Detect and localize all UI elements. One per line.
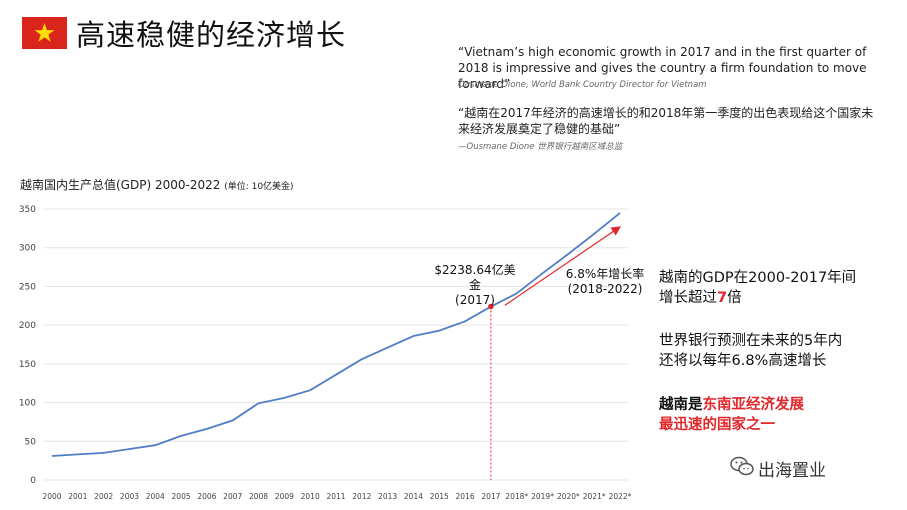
annotation-growth-rate: 6.8%年增长率 <box>565 267 645 281</box>
x-tick-label: 2006 <box>197 492 216 501</box>
side-paragraph-ranking: 越南是东南亚经济发展 最迅速的国家之一 <box>659 395 804 435</box>
y-tick-label: 300 <box>19 244 36 254</box>
x-tick-label: 2022* <box>609 492 632 501</box>
side-p3-prefix: 越南是 <box>659 397 703 413</box>
quote-chinese-source: —Ousmane Dione 世界银行越南区域总监 <box>458 142 623 152</box>
x-tick-label: 2009 <box>275 492 294 501</box>
gdp-series-line <box>51 212 621 457</box>
x-tick-label: 2011 <box>326 492 345 501</box>
quote-english: “Vietnam’s high economic growth in 2017 … <box>458 45 867 91</box>
chart-title: 越南国内生产总值(GDP) 2000-2022 (单位: 10亿美金) <box>20 176 294 193</box>
side-p1-line2: 增长超过7倍 <box>659 288 856 308</box>
x-tick-label: 2016 <box>456 492 475 501</box>
annotation-value: $2238.64亿美金 <box>434 263 516 292</box>
quote-chinese: “越南在2017年经济的高速增长的和2018年第一季度的出色表现给这个国家未来经… <box>458 106 874 136</box>
side-p1-line1: 越南的GDP在2000-2017年间 <box>659 270 857 286</box>
x-tick-label: 2012 <box>352 492 371 501</box>
side-p2-line2: 还将以每年6.8%高速增长 <box>659 353 827 369</box>
x-tick-label: 2000 <box>42 492 61 501</box>
side-p1-suffix: 倍 <box>727 290 742 306</box>
side-p3-line2: 最迅速的国家之一 <box>659 417 775 433</box>
y-tick-label: 200 <box>19 321 36 331</box>
chart-title-unit: (单位: 10亿美金) <box>224 182 294 192</box>
wechat-icon <box>730 456 754 476</box>
annotation-year: (2017) <box>455 293 495 307</box>
x-tick-label: 2020* <box>557 492 580 501</box>
x-tick-label: 2005 <box>172 492 191 501</box>
annotation-growth-period: (2018-2022) <box>567 282 643 296</box>
y-tick-label: 100 <box>19 399 36 409</box>
x-tick-label: 2008 <box>249 492 268 501</box>
x-tick-label: 2014 <box>404 492 423 501</box>
side-p2-line1: 世界银行预测在未来的5年内 <box>659 333 843 349</box>
x-tick-label: 2004 <box>146 492 165 501</box>
x-tick-label: 2013 <box>378 492 397 501</box>
x-tick-label: 2018* <box>505 492 528 501</box>
y-tick-label: 150 <box>19 360 36 370</box>
side-p3-line1: 越南是东南亚经济发展 <box>659 395 804 415</box>
x-tick-label: 2001 <box>68 492 87 501</box>
x-tick-label: 2007 <box>223 492 242 501</box>
y-tick-label: 50 <box>25 437 37 447</box>
y-tick-label: 350 <box>19 205 36 215</box>
x-tick-label: 2017 <box>481 492 500 501</box>
quote-english-source: Ousmane Dione, World Bank Country Direct… <box>458 80 707 90</box>
side-paragraph-growth: 越南的GDP在2000-2017年间 增长超过7倍 <box>659 268 856 308</box>
y-tick-label: 0 <box>30 476 36 486</box>
brand-name: 出海置业 <box>758 461 826 481</box>
annotation-2017-value: $2238.64亿美金 (2017) <box>433 263 517 308</box>
side-p1-prefix: 增长超过 <box>659 290 717 306</box>
page-title: 高速稳健的经济增长 <box>76 18 347 52</box>
x-tick-label: 2021* <box>583 492 606 501</box>
gdp-line-chart: 0 50 100 150 200 250 300 350 2000 2001 2002 2003 200… <box>19 205 632 501</box>
side-paragraph-forecast: 世界银行预测在未来的5年内 还将以每年6.8%高速增长 <box>659 331 842 371</box>
annotation-growth: 6.8%年增长率 (2018-2022) <box>560 267 650 297</box>
side-p3-highlight: 东南亚经济发展 <box>702 397 805 413</box>
x-tick-label: 2015 <box>430 492 449 501</box>
star-icon <box>34 23 55 42</box>
x-tick-label: 2010 <box>301 492 320 501</box>
x-tick-label: 2002 <box>94 492 113 501</box>
y-tick-label: 250 <box>19 282 36 292</box>
growth-arrow <box>504 226 621 306</box>
side-p1-highlight: 7 <box>717 290 728 306</box>
vietnam-flag <box>22 17 67 49</box>
x-tick-label: 2003 <box>120 492 139 501</box>
x-tick-label: 2019* <box>531 492 554 501</box>
chart-title-main: 越南国内生产总值(GDP) 2000-2022 <box>20 178 221 192</box>
highlight-point-2017 <box>488 303 494 310</box>
